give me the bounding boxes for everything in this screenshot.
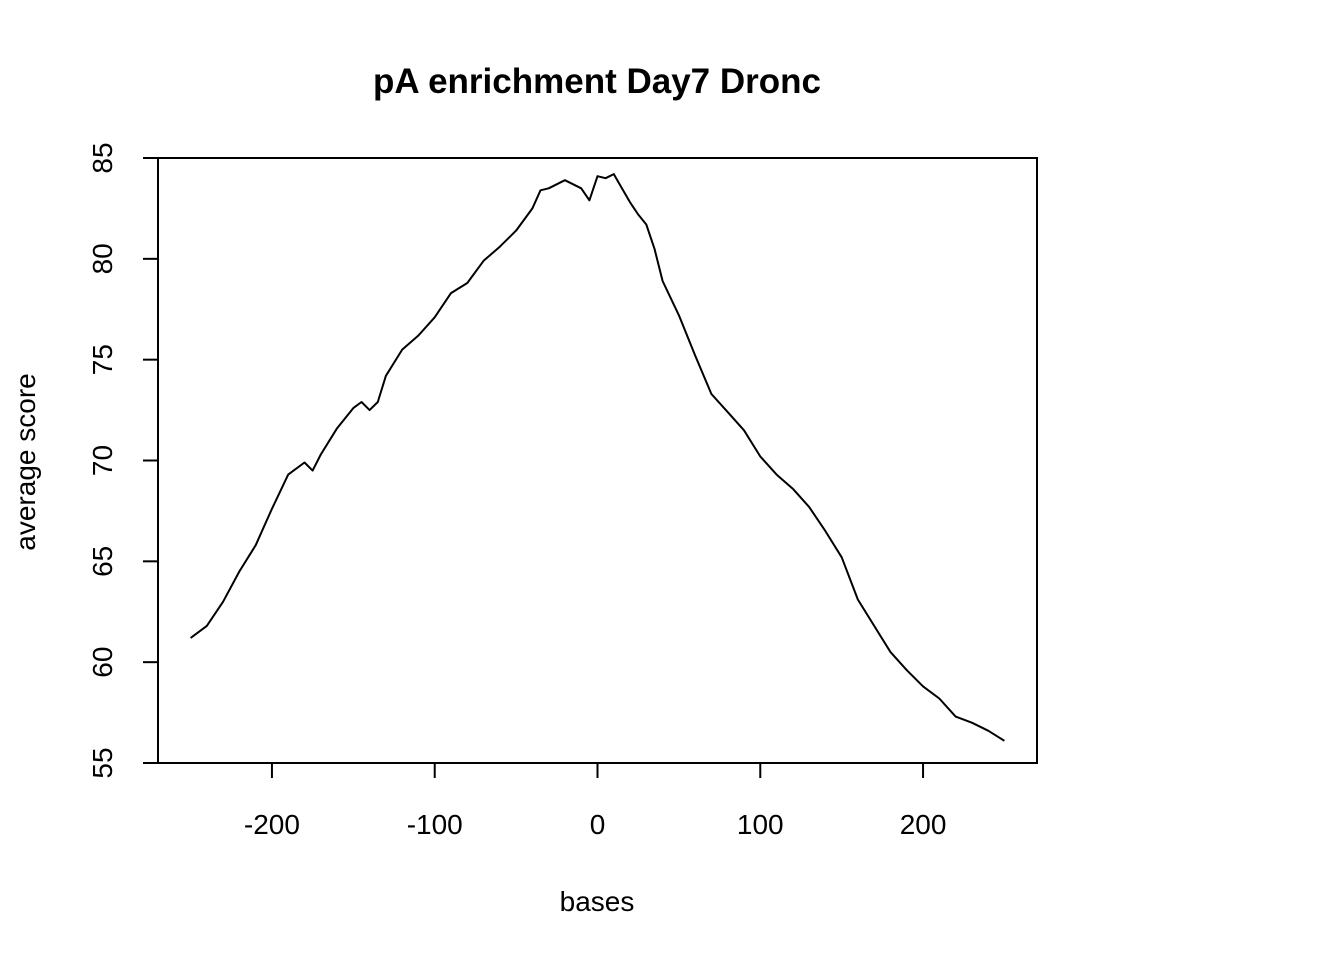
x-axis: -200 -100 0 100 200 bbox=[244, 762, 947, 840]
x-tick-label: -100 bbox=[407, 809, 463, 840]
chart-title: pA enrichment Day7 Dronc bbox=[373, 62, 821, 101]
series-layer bbox=[190, 173, 1005, 742]
y-tick-label: 70 bbox=[87, 445, 118, 476]
y-tick-label: 85 bbox=[87, 142, 118, 173]
y-tick-label: 80 bbox=[87, 243, 118, 274]
x-tick-label: 100 bbox=[737, 809, 784, 840]
y-axis-label: average score bbox=[10, 373, 41, 550]
x-tick-label: -200 bbox=[244, 809, 300, 840]
y-tick-label: 60 bbox=[87, 647, 118, 678]
y-axis: 55 60 65 70 75 80 85 bbox=[87, 142, 159, 779]
y-tick-label: 75 bbox=[87, 344, 118, 375]
y-tick-label: 55 bbox=[87, 747, 118, 778]
y-tick-label: 65 bbox=[87, 546, 118, 577]
x-tick-label: 200 bbox=[900, 809, 947, 840]
plot-frame bbox=[157, 157, 1038, 764]
series-line bbox=[190, 173, 1005, 742]
x-tick-label: 0 bbox=[590, 809, 606, 840]
x-axis-label: bases bbox=[560, 886, 635, 917]
